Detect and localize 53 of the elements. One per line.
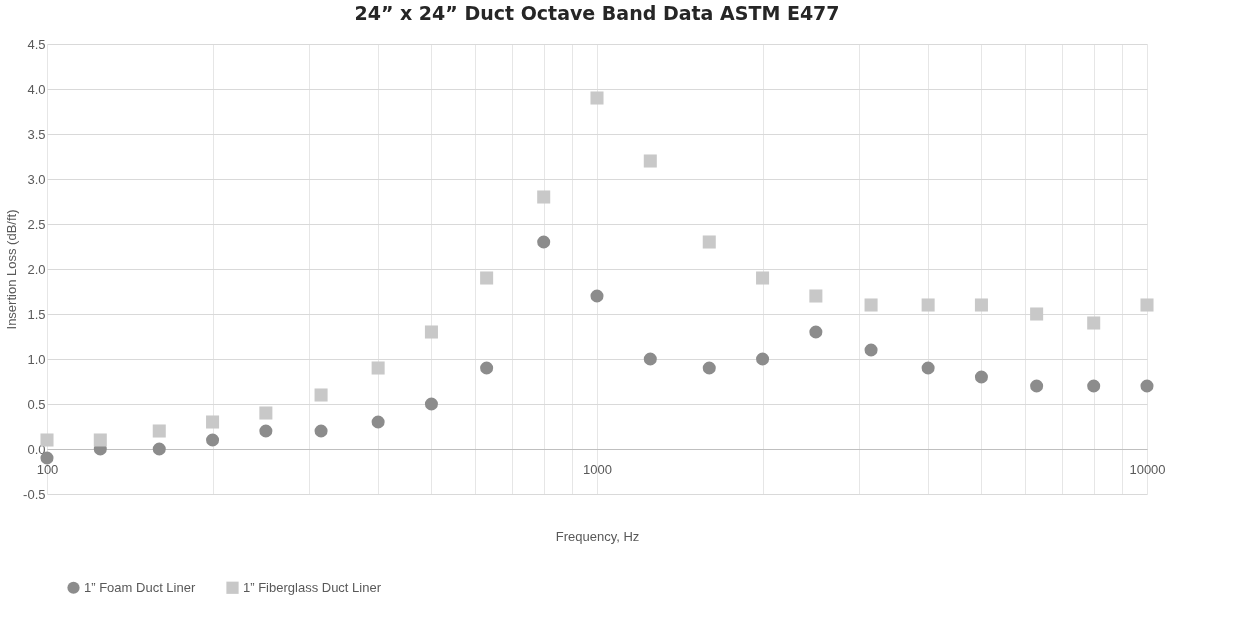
point (1030, 379, 1044, 393)
point (1030, 307, 1044, 321)
legend-label: 1” Foam Duct Liner (84, 579, 196, 595)
y-tick-label: 0.5 (27, 396, 46, 412)
point (590, 91, 604, 105)
x-tick-label: 10000 (1129, 461, 1166, 477)
point (756, 271, 770, 285)
legend-label: 1” Fiberglass Duct Liner (243, 579, 382, 595)
y-tick-label: 4.5 (27, 36, 46, 52)
point (864, 343, 878, 357)
point (259, 424, 273, 438)
x-tick-label: 100 (36, 461, 59, 477)
point (1140, 379, 1154, 393)
point (974, 370, 988, 384)
point (643, 352, 657, 366)
point (480, 361, 494, 375)
point (40, 433, 54, 447)
point (1087, 379, 1101, 393)
point (424, 325, 438, 339)
y-tick-label: 1.0 (27, 351, 46, 367)
point (206, 433, 220, 447)
point (314, 388, 328, 402)
x-axis-title: Frequency, Hz (555, 528, 640, 544)
y-tick-label: 4.0 (27, 81, 46, 97)
point (424, 397, 438, 411)
point (371, 361, 385, 375)
point (643, 154, 657, 168)
y-tick-label: -0.5 (23, 486, 46, 502)
point (809, 289, 823, 303)
y-tick-label: 1.5 (27, 306, 46, 322)
point (206, 415, 220, 429)
point (921, 298, 935, 312)
y-axis-title: Insertion Loss (dB/ft) (4, 209, 20, 330)
point (480, 271, 494, 285)
point (921, 361, 935, 375)
point (1087, 316, 1101, 330)
point (314, 424, 328, 438)
point (590, 289, 604, 303)
y-tick-label: 3.5 (27, 126, 46, 142)
y-tick-label: 3.0 (27, 171, 46, 187)
point (864, 298, 878, 312)
x-tick-label: 1000 (583, 461, 612, 477)
point (1140, 298, 1154, 312)
point (259, 406, 273, 420)
y-tick-label: 2.0 (27, 261, 46, 277)
point (756, 352, 770, 366)
point (93, 433, 107, 447)
chart-title: 24” x 24” Duct Octave Band Data ASTM E477 (354, 2, 840, 24)
point (371, 415, 385, 429)
point (809, 325, 823, 339)
point (974, 298, 988, 312)
y-tick-label: 0.0 (27, 441, 46, 457)
y-tick-label: 2.5 (27, 216, 46, 232)
